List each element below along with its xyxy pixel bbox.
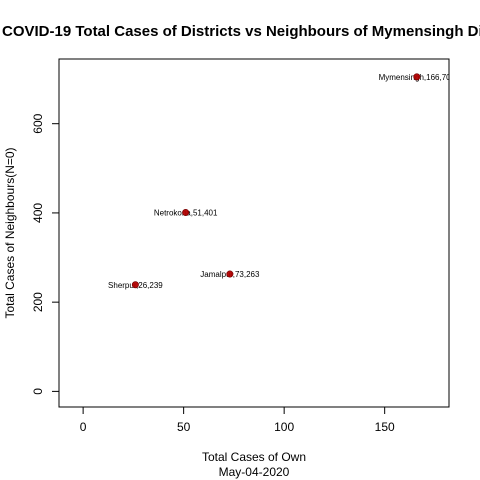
data-point (182, 208, 190, 216)
data-points: Mymensingh,166,705Netrokona,51,401Jamalp… (108, 73, 449, 290)
y-axis: 0 200 400 600 (31, 113, 59, 395)
point-labels: Mymensingh,166,705Netrokona,51,401Jamalp… (108, 73, 449, 290)
chart-subtitle: May-04-2020 (219, 465, 290, 479)
data-point (131, 281, 139, 289)
x-tick-label: 100 (274, 420, 294, 434)
x-axis-label: Total Cases of Own (202, 450, 306, 464)
data-point (413, 73, 421, 81)
y-axis-label: Total Cases of Neighbours(N=0) (3, 147, 17, 318)
x-axis: 0 50 100 150 (80, 406, 395, 434)
y-tick-label: 600 (31, 113, 45, 133)
y-tick-label: 0 (31, 388, 45, 395)
chart-title: COVID-19 Total Cases of Districts vs Nei… (2, 23, 480, 40)
y-tick-label: 400 (31, 203, 45, 223)
x-tick-label: 0 (80, 420, 87, 434)
x-tick-label: 150 (375, 420, 395, 434)
x-tick-label: 50 (177, 420, 191, 434)
data-point (226, 270, 234, 278)
y-tick-label: 200 (31, 292, 45, 312)
plot-frame (58, 58, 450, 408)
